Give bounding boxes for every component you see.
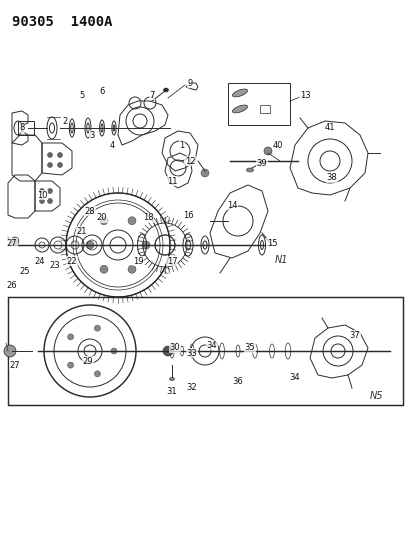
Text: 37: 37	[349, 330, 359, 340]
Text: 5: 5	[79, 91, 84, 100]
Text: 41: 41	[324, 124, 335, 133]
Text: 7: 7	[149, 91, 154, 100]
Text: 25: 25	[20, 266, 30, 276]
Text: N1: N1	[274, 255, 288, 265]
Text: 31: 31	[166, 386, 177, 395]
Text: 18: 18	[142, 214, 153, 222]
Text: 24: 24	[35, 256, 45, 265]
Text: 32: 32	[186, 384, 197, 392]
Text: 27: 27	[9, 360, 20, 369]
Circle shape	[94, 325, 100, 331]
Text: N5: N5	[369, 391, 382, 401]
Circle shape	[86, 241, 94, 249]
Text: 34: 34	[289, 374, 299, 383]
Text: 90305  1400A: 90305 1400A	[12, 15, 112, 29]
Text: 6: 6	[99, 86, 104, 95]
Text: 14: 14	[226, 200, 237, 209]
Circle shape	[142, 241, 150, 249]
Text: 19: 19	[133, 256, 143, 265]
Text: 12: 12	[184, 157, 195, 166]
Ellipse shape	[232, 89, 247, 97]
Text: 22: 22	[66, 256, 77, 265]
Text: 35: 35	[244, 343, 255, 352]
Text: 26: 26	[7, 280, 17, 289]
Text: 23: 23	[50, 261, 60, 270]
Circle shape	[100, 265, 108, 273]
Text: 9: 9	[187, 78, 192, 87]
Circle shape	[100, 217, 108, 225]
Text: 20: 20	[97, 214, 107, 222]
Text: 15: 15	[266, 238, 277, 247]
Text: 11: 11	[166, 176, 177, 185]
Text: 3: 3	[89, 131, 95, 140]
Ellipse shape	[169, 377, 174, 381]
Bar	[18, 121, 34, 135]
Circle shape	[39, 198, 44, 204]
Circle shape	[94, 371, 100, 377]
Text: 28: 28	[85, 206, 95, 215]
Circle shape	[67, 362, 74, 368]
Text: 29: 29	[83, 357, 93, 366]
Text: 33: 33	[186, 349, 197, 358]
Circle shape	[263, 147, 271, 155]
Bar	[8, 297, 402, 405]
Circle shape	[128, 217, 136, 225]
Circle shape	[128, 265, 136, 273]
Text: 17: 17	[166, 256, 177, 265]
Text: 27: 27	[7, 238, 17, 247]
Text: 34: 34	[206, 341, 217, 350]
Circle shape	[47, 152, 52, 157]
Circle shape	[4, 345, 16, 357]
Text: 38: 38	[326, 174, 337, 182]
Circle shape	[39, 189, 44, 193]
Circle shape	[47, 198, 52, 204]
Text: 39: 39	[256, 158, 267, 167]
Text: 40: 40	[272, 141, 282, 149]
Circle shape	[47, 189, 52, 193]
Text: 21: 21	[76, 227, 87, 236]
Text: 8: 8	[19, 124, 25, 133]
Bar	[259, 105, 269, 113]
Text: 36: 36	[232, 376, 243, 385]
Text: 30: 30	[169, 343, 180, 352]
Circle shape	[67, 334, 74, 340]
Circle shape	[201, 169, 209, 177]
Ellipse shape	[232, 105, 247, 113]
Text: 4: 4	[109, 141, 114, 149]
Ellipse shape	[246, 168, 253, 172]
Circle shape	[47, 163, 52, 167]
Circle shape	[57, 152, 62, 157]
Circle shape	[11, 237, 19, 245]
Text: 1: 1	[179, 141, 184, 149]
Circle shape	[57, 163, 62, 167]
Bar	[228, 83, 289, 125]
Text: 10: 10	[37, 190, 47, 199]
Ellipse shape	[163, 88, 168, 92]
Circle shape	[111, 348, 117, 354]
Circle shape	[163, 346, 173, 356]
Text: 16: 16	[182, 211, 193, 220]
Text: 2: 2	[62, 117, 67, 125]
Text: 13: 13	[299, 91, 310, 100]
